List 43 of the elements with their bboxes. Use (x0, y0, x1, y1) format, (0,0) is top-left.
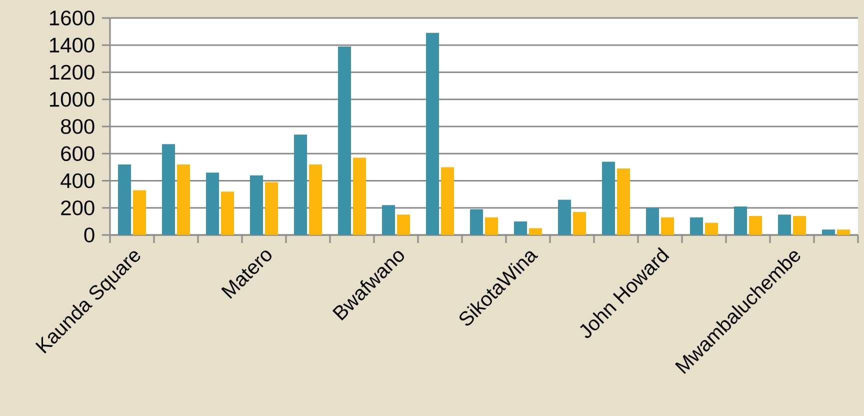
bar (118, 164, 132, 235)
bar (734, 206, 748, 235)
bar (705, 222, 718, 235)
bar (690, 217, 704, 235)
y-tick-label: 0 (84, 228, 94, 242)
y-tick-label: 1200 (50, 64, 94, 80)
bar (529, 228, 542, 235)
bar (822, 230, 836, 235)
bar (837, 230, 850, 235)
y-tick-label: 1400 (50, 38, 94, 53)
bar (573, 212, 586, 235)
bar (793, 216, 806, 235)
bar (353, 158, 366, 235)
y-tick-label: 1000 (50, 92, 94, 107)
bar (646, 208, 660, 235)
bar (221, 192, 234, 235)
bar (382, 205, 396, 235)
bar (294, 134, 308, 235)
y-tick-label: 1600 (50, 10, 94, 26)
bar (749, 216, 762, 235)
bar (397, 214, 410, 235)
bar (661, 217, 674, 235)
bar (617, 168, 630, 235)
bar (162, 144, 176, 235)
y-tick-label: 400 (60, 173, 94, 188)
bar (309, 164, 322, 235)
bar (558, 200, 572, 235)
y-tick-label: 800 (61, 119, 94, 134)
bar (250, 175, 264, 235)
bar (441, 167, 454, 235)
bar (265, 182, 278, 235)
bar (177, 164, 190, 235)
bar (426, 32, 440, 235)
bar (206, 172, 220, 235)
y-tick-label: 600 (61, 146, 94, 162)
y-tick-label: 200 (61, 200, 94, 216)
bar (778, 214, 792, 235)
bar (338, 46, 352, 235)
bar (470, 209, 484, 235)
bar (602, 162, 616, 235)
bar (133, 190, 146, 235)
bar (514, 221, 528, 235)
bar (485, 217, 498, 235)
